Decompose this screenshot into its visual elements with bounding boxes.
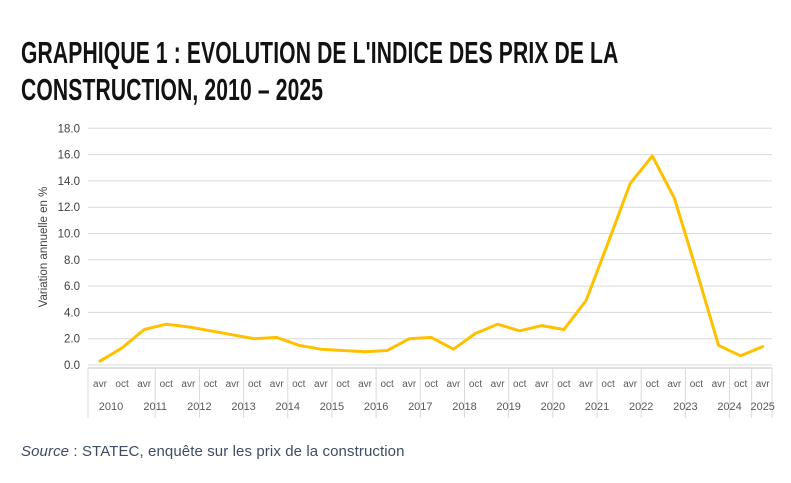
x-month-label: oct <box>160 379 174 390</box>
x-month-label: avr <box>623 379 638 390</box>
y-tick-label: 14.0 <box>58 176 80 188</box>
x-month-label: avr <box>446 379 461 390</box>
y-tick-label: 12.0 <box>58 202 80 214</box>
x-month-label: oct <box>425 379 439 390</box>
y-tick-label: 4.0 <box>64 307 80 319</box>
chart-title-line-2: CONSTRUCTION, 2010 – 2025 <box>21 71 324 107</box>
x-year-label: 2021 <box>585 401 609 413</box>
y-tick-label: 8.0 <box>64 255 80 267</box>
x-month-label: avr <box>579 379 594 390</box>
y-axis-title: Variation annuelle en % <box>38 187 50 308</box>
x-year-label: 2011 <box>143 401 167 413</box>
x-year-label: 2017 <box>408 401 432 413</box>
x-month-label: oct <box>336 379 350 390</box>
x-month-label: avr <box>712 379 727 390</box>
x-month-label: oct <box>469 379 483 390</box>
x-month-label: oct <box>380 379 394 390</box>
x-year-label: 2020 <box>541 401 565 413</box>
y-tick-label: 2.0 <box>64 334 80 346</box>
x-month-label: avr <box>181 379 196 390</box>
x-month-label: avr <box>358 379 373 390</box>
x-month-label: avr <box>270 379 285 390</box>
x-month-label: oct <box>601 379 615 390</box>
x-month-label: avr <box>756 379 771 390</box>
x-month-label: avr <box>226 379 241 390</box>
x-year-label: 2010 <box>99 401 123 413</box>
source-note: Source : STATEC, enquête sur les prix de… <box>21 443 405 460</box>
x-year-label: 2023 <box>673 401 697 413</box>
x-year-label: 2014 <box>276 401 300 413</box>
x-year-label: 2025 <box>750 401 774 413</box>
x-month-label: oct <box>248 379 262 390</box>
x-year-label: 2012 <box>187 401 211 413</box>
x-month-label: avr <box>667 379 682 390</box>
y-tick-label: 0.0 <box>64 360 80 372</box>
y-tick-label: 6.0 <box>64 281 80 293</box>
x-month-label: avr <box>535 379 550 390</box>
x-month-label: avr <box>314 379 329 390</box>
x-month-label: oct <box>204 379 218 390</box>
x-month-label: oct <box>513 379 527 390</box>
x-year-label: 2022 <box>629 401 653 413</box>
x-year-label: 2019 <box>496 401 520 413</box>
y-tick-label: 16.0 <box>58 150 80 162</box>
x-year-label: 2018 <box>452 401 476 413</box>
x-year-label: 2024 <box>717 401 741 413</box>
x-month-label: oct <box>115 379 129 390</box>
x-month-label: avr <box>402 379 417 390</box>
x-month-label: oct <box>292 379 306 390</box>
source-text: : STATEC, enquête sur les prix de la con… <box>69 443 405 460</box>
x-year-label: 2013 <box>231 401 255 413</box>
chart-title: GRAPHIQUE 1 : EVOLUTION DE L'INDICE DES … <box>21 34 618 108</box>
construction-price-chart: 0.0 2.0 4.0 6.0 8.0 10.0 12.0 14.0 16.0 18.0 avr oc… <box>0 118 791 430</box>
x-year-label: 2016 <box>364 401 388 413</box>
x-month-label: oct <box>557 379 571 390</box>
x-year-label: 2015 <box>320 401 344 413</box>
y-tick-label: 18.0 <box>58 123 80 135</box>
source-label: Source <box>21 443 70 460</box>
chart-title-line-1: GRAPHIQUE 1 : EVOLUTION DE L'INDICE DES … <box>21 34 619 70</box>
price-variation-line <box>98 154 765 363</box>
x-month-label: oct <box>734 379 748 390</box>
x-month-label: avr <box>491 379 506 390</box>
x-month-label: avr <box>137 379 152 390</box>
x-month-label: oct <box>646 379 660 390</box>
x-month-label: oct <box>690 379 704 390</box>
y-tick-label: 10.0 <box>58 229 80 241</box>
x-month-label: avr <box>93 379 108 390</box>
